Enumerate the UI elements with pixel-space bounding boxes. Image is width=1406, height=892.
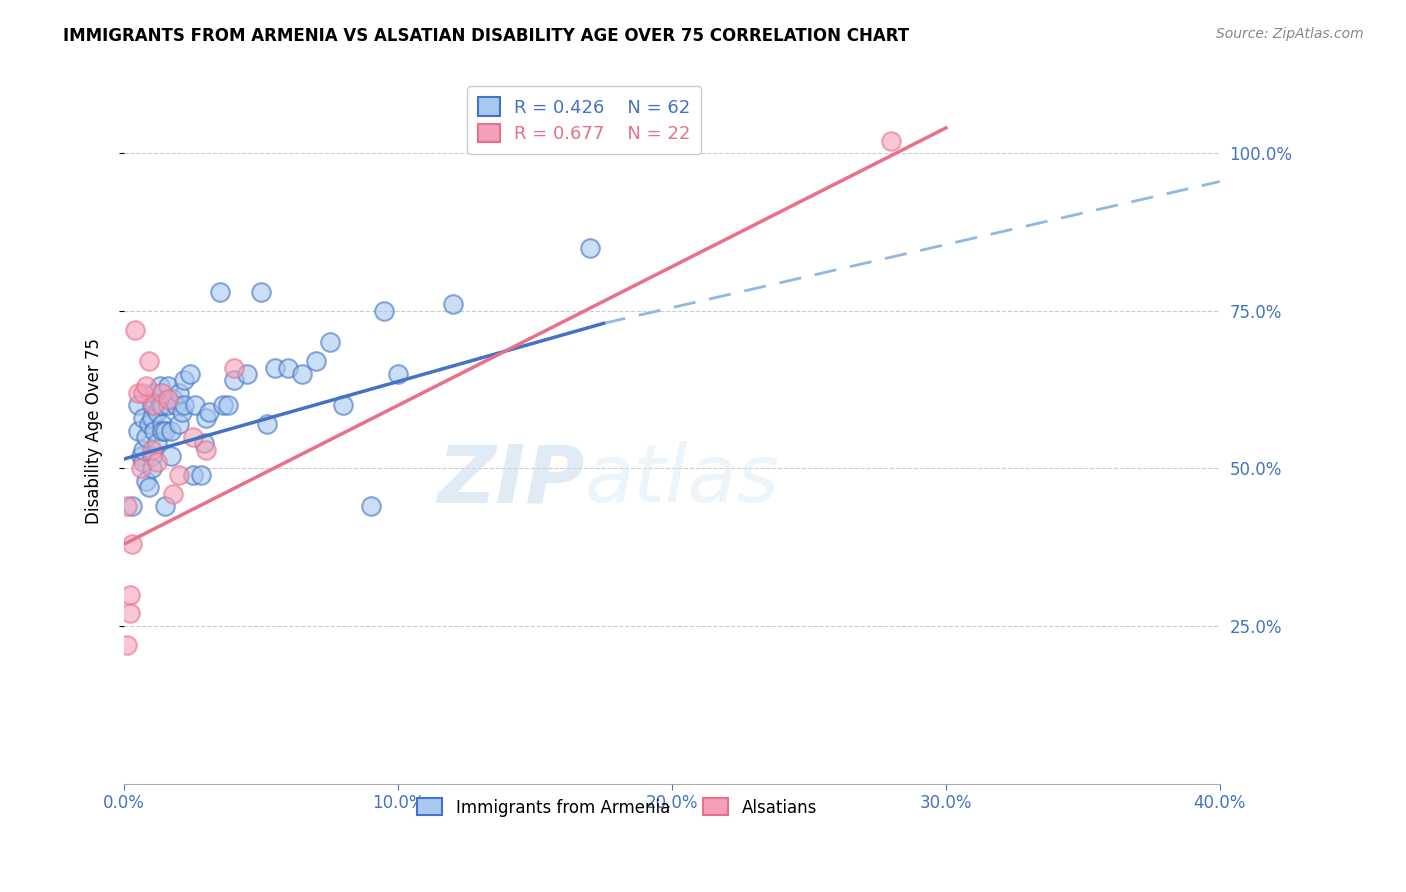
Point [167,417,190,432]
Point [115,638,138,652]
Point [127,385,149,400]
Point [250,285,273,299]
Text: ZIP: ZIP [437,441,585,519]
Point [149,398,172,412]
Point [181,430,204,444]
Point [167,385,190,400]
Point [318,335,340,350]
Point [181,467,204,482]
Point [179,367,201,381]
Point [135,474,157,488]
Point [198,405,221,419]
Point [138,480,160,494]
Point [132,411,155,425]
Point [208,285,231,299]
Point [127,398,149,412]
Point [305,354,328,368]
Point [115,500,138,514]
Point [152,424,174,438]
Point [373,303,395,318]
Point [159,424,181,438]
Y-axis label: Disability Age Over 75: Disability Age Over 75 [86,337,103,524]
Point [146,405,169,419]
Point [332,398,354,412]
Point [118,588,141,602]
Point [173,398,195,412]
Point [127,424,149,438]
Point [162,486,184,500]
Point [170,405,193,419]
Point [263,360,285,375]
Point [141,398,163,412]
Text: Source: ZipAtlas.com: Source: ZipAtlas.com [1216,27,1364,41]
Point [146,455,169,469]
Point [143,385,166,400]
Point [143,398,166,412]
Point [129,449,152,463]
Point [184,398,207,412]
Point [135,430,157,444]
Point [217,398,239,412]
Point [118,607,141,621]
Point [222,360,245,375]
Legend: Immigrants from Armenia, Alsatians: Immigrants from Armenia, Alsatians [409,790,825,825]
Point [141,411,163,425]
Point [155,500,177,514]
Point [195,411,218,425]
Point [124,323,146,337]
Point [132,442,155,457]
Point [149,379,172,393]
Point [159,449,181,463]
Point [135,379,157,393]
Point [387,367,409,381]
Point [167,467,190,482]
Point [236,367,259,381]
Point [141,461,163,475]
Point [132,385,155,400]
Point [156,398,179,412]
Point [195,442,218,457]
Point [155,424,177,438]
Point [256,417,278,432]
Point [143,424,166,438]
Point [132,455,155,469]
Point [141,449,163,463]
Point [121,500,143,514]
Point [578,241,600,255]
Text: IMMIGRANTS FROM ARMENIA VS ALSATIAN DISABILITY AGE OVER 75 CORRELATION CHART: IMMIGRANTS FROM ARMENIA VS ALSATIAN DISA… [63,27,910,45]
Point [441,297,464,311]
Point [360,500,382,514]
Point [152,417,174,432]
Text: atlas: atlas [585,441,779,519]
Point [138,354,160,368]
Point [156,392,179,406]
Point [193,436,215,450]
Point [146,436,169,450]
Point [277,360,299,375]
Point [152,385,174,400]
Point [291,367,314,381]
Point [152,398,174,412]
Point [211,398,233,412]
Point [190,467,212,482]
Point [165,398,187,412]
Point [162,392,184,406]
Point [880,134,903,148]
Point [173,373,195,387]
Point [121,537,143,551]
Point [156,379,179,393]
Point [138,417,160,432]
Point [222,373,245,387]
Point [129,461,152,475]
Point [141,442,163,457]
